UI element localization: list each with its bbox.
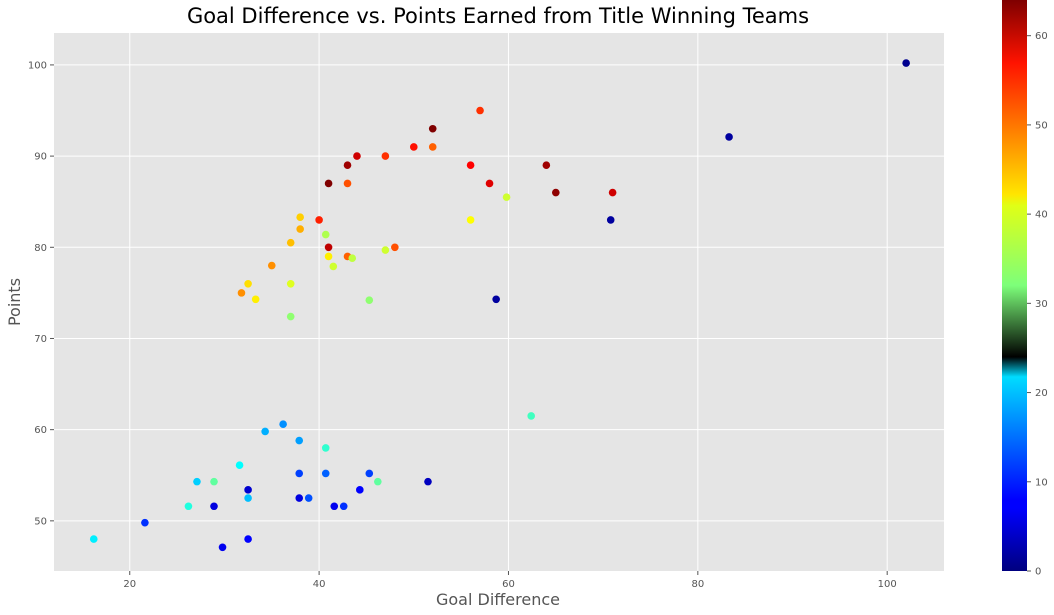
data-point-53 [321,469,330,478]
data-point-33 [348,254,357,263]
data-point-41 [321,444,330,452]
data-point-63 [244,535,252,543]
data-point-7 [552,188,560,197]
data-point-62 [210,502,218,511]
chart-title: Goal Difference vs. Points Earned from T… [187,4,809,28]
data-point-55 [304,494,313,502]
y-tick-label-4: 90 [34,152,47,163]
plot-area [54,33,944,571]
data-point-2 [606,216,615,224]
data-point-50 [279,420,287,428]
data-point-36 [466,216,475,224]
y-tick-label-3: 80 [34,243,47,254]
data-point-43 [210,477,218,486]
data-point-28 [237,289,246,297]
y-axis-label: Points [5,278,24,326]
data-point-56 [339,502,348,511]
data-point-52 [295,469,304,478]
data-point-23 [296,213,304,221]
data-point-37 [502,193,511,201]
data-point-57 [141,518,149,527]
data-point-27 [244,279,252,288]
x-axis-label: Goal Difference [436,590,560,609]
data-point-19 [315,216,323,224]
data-point-13 [409,143,418,151]
data-point-58 [295,494,304,502]
data-point-4 [424,477,432,486]
data-point-46 [235,461,244,470]
data-point-16 [343,161,352,170]
data-point-44 [184,502,193,511]
y-tick-label-1: 60 [34,425,47,436]
data-point-45 [89,535,98,543]
data-point-29 [251,295,260,304]
x-tick-label-4: 100 [878,579,897,590]
colorbar-tick-label-4: 40 [1035,210,1048,221]
data-point-51 [295,436,304,445]
colorbar-tick-label-0: 0 [1035,567,1041,578]
data-point-9 [542,161,551,170]
data-point-1 [725,133,733,141]
x-tick-label-0: 20 [123,579,136,590]
colorbar-tick-label-5: 50 [1035,120,1048,131]
y-tick-label-0: 50 [34,516,47,527]
x-tick-label-3: 80 [691,579,704,590]
data-point-47 [193,477,201,486]
colorbar-tick-label-1: 10 [1035,477,1048,488]
data-point-17 [343,179,352,188]
data-point-8 [608,188,617,197]
data-point-21 [391,243,399,252]
data-point-54 [365,469,374,478]
colorbar-ticks: 0 10 20 30 40 50 60 [1027,31,1048,578]
data-point-26 [267,261,276,270]
data-point-48 [244,494,252,502]
grid-lines [54,33,944,571]
x-axis-ticks: 20 40 60 80 100 [123,571,897,590]
data-point-6 [476,106,484,115]
data-point-39 [365,296,374,304]
data-point-3 [492,295,500,304]
data-point-24 [296,225,304,233]
data-point-35 [381,246,390,254]
data-point-61 [244,486,252,494]
data-point-49 [261,427,269,436]
data-point-25 [286,238,295,247]
data-point-14 [381,152,390,160]
data-point-12 [428,143,437,151]
data-points [89,59,910,552]
data-point-32 [329,262,338,271]
data-point-5 [428,124,437,133]
colorbar [1002,0,1027,571]
data-point-42 [374,477,382,486]
colorbar-tick-label-3: 30 [1035,299,1048,310]
data-point-10 [485,179,494,188]
data-point-40 [527,412,535,420]
data-point-60 [356,486,364,494]
y-tick-label-5: 100 [28,60,47,71]
data-point-15 [353,152,361,160]
x-tick-label-2: 60 [502,579,515,590]
y-tick-label-2: 70 [34,334,47,345]
data-point-34 [321,230,330,239]
data-point-31 [324,252,333,261]
x-tick-label-1: 40 [313,579,326,590]
colorbar-tick-label-6: 60 [1035,31,1048,42]
data-point-18 [324,179,333,188]
data-point-0 [902,59,910,67]
data-point-64 [218,543,227,552]
y-axis-ticks: 50 60 70 80 90 100 [28,60,54,527]
data-point-59 [330,502,339,511]
colorbar-tick-label-2: 20 [1035,388,1048,399]
data-point-20 [324,243,333,252]
data-point-11 [466,161,475,170]
data-point-38 [286,312,295,321]
data-point-30 [286,279,295,288]
